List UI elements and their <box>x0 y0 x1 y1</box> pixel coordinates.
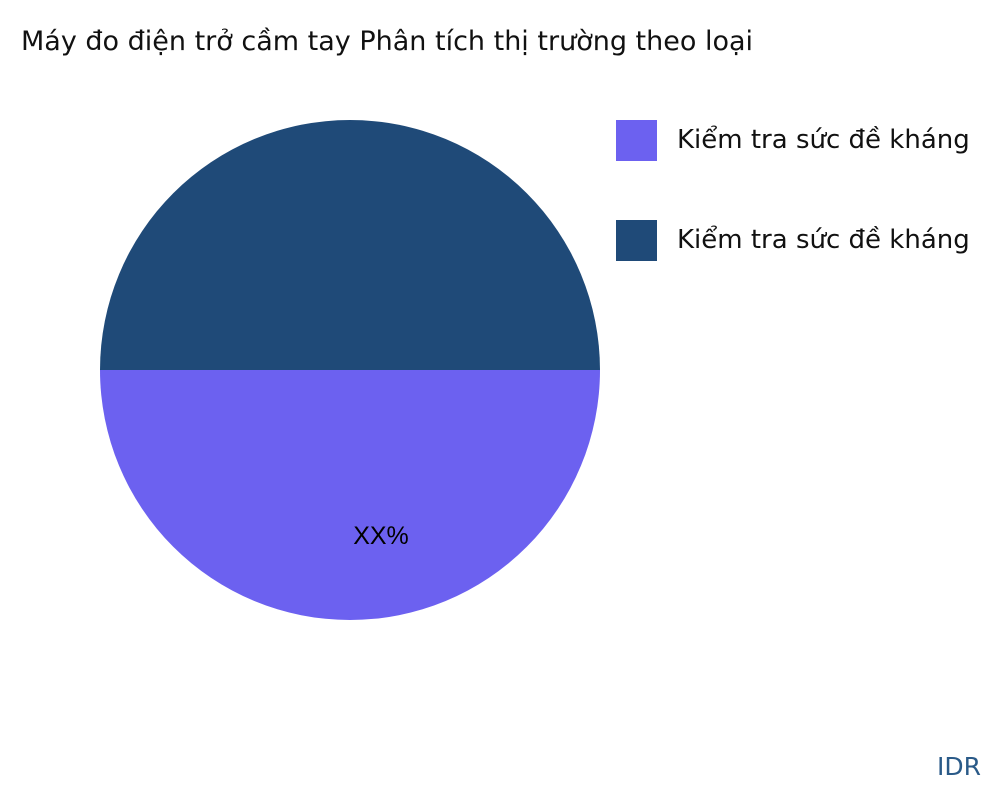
legend-item: Kiểm tra sức đề kháng <box>616 119 970 161</box>
legend-swatch <box>616 219 657 261</box>
pie-slice <box>100 370 600 620</box>
slice-label: XX% <box>353 522 409 550</box>
legend-item: Kiểm tra sức đề kháng <box>616 219 970 261</box>
legend-swatch <box>616 119 657 161</box>
chart-title: Máy đo điện trở cầm tay Phân tích thị tr… <box>21 26 754 57</box>
legend-label: Kiểm tra sức đề kháng <box>677 125 970 155</box>
pie-slice <box>100 120 600 370</box>
watermark-logo: IDR <box>937 752 981 781</box>
legend-label: Kiểm tra sức đề kháng <box>677 225 970 255</box>
